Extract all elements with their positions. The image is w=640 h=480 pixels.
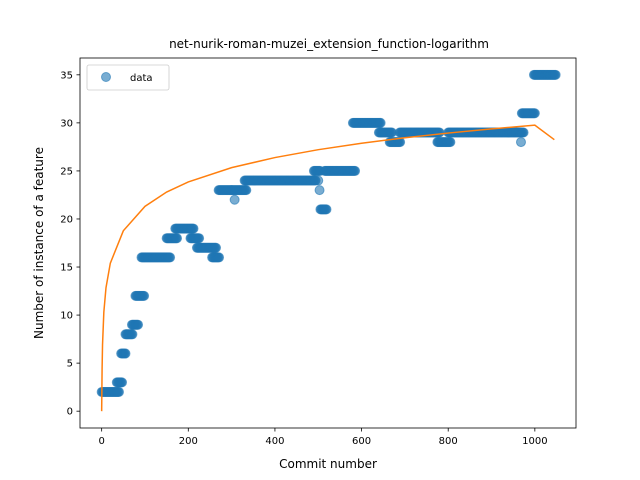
data-point — [434, 127, 445, 138]
data-point — [139, 290, 150, 301]
data-point — [113, 386, 124, 397]
data-point — [211, 242, 222, 253]
data-run-24 — [516, 108, 540, 119]
x-tick-label: 0 — [98, 436, 104, 447]
plot-area — [80, 58, 576, 428]
data-point — [172, 233, 183, 244]
legend-marker — [101, 72, 111, 82]
x-tick-label: 400 — [265, 436, 284, 447]
data-point — [127, 329, 138, 340]
data-point — [375, 117, 386, 128]
chart-title: net-nurik-roman-muzei_extension_function… — [169, 37, 489, 51]
data-run-13 — [226, 185, 252, 196]
data-point — [518, 127, 529, 138]
data-run-17 — [319, 165, 361, 176]
data-point — [117, 377, 128, 388]
data-run-16 — [315, 204, 332, 215]
data-run-18 — [347, 117, 386, 128]
y-axis: 0 5 10 15 20 25 30 35 — [60, 70, 80, 418]
data-point — [133, 319, 144, 330]
data-point — [321, 204, 332, 215]
x-tick-label: 1000 — [522, 436, 547, 447]
y-tick-label: 15 — [60, 263, 73, 274]
data-run-19 — [373, 127, 397, 138]
data-run-14 — [239, 175, 321, 186]
data-run-10 — [191, 242, 222, 253]
y-tick-label: 25 — [60, 166, 73, 177]
x-tick-label: 200 — [179, 436, 198, 447]
data-point — [515, 137, 526, 148]
data-point — [529, 108, 540, 119]
data-run-4 — [126, 319, 144, 330]
fit-line-layer — [100, 124, 555, 412]
y-tick-label: 0 — [67, 407, 73, 418]
y-tick-label: 30 — [60, 118, 73, 129]
y-tick-label: 5 — [67, 359, 73, 370]
x-axis: 0 200 400 600 800 1000 — [98, 428, 548, 447]
y-tick-label: 20 — [60, 214, 73, 225]
data-point — [241, 185, 252, 196]
data-run-0 — [96, 386, 124, 397]
data-point — [350, 165, 361, 176]
data-run-3 — [120, 329, 138, 340]
data-point — [445, 137, 456, 148]
data-run-25 — [528, 69, 561, 80]
data-point — [314, 185, 325, 196]
data-run-7 — [161, 233, 183, 244]
data-point — [229, 194, 240, 205]
data-point — [395, 137, 406, 148]
data-point — [165, 252, 176, 263]
x-tick-label: 600 — [352, 436, 371, 447]
data-run-22 — [432, 137, 456, 148]
data-run-6 — [136, 252, 176, 263]
data-run-9 — [185, 233, 205, 244]
data-point — [120, 348, 131, 359]
x-axis-label: Commit number — [279, 457, 377, 471]
data-run-1 — [111, 377, 128, 388]
legend-box — [86, 64, 170, 91]
y-axis-label: Number of instance of a feature — [32, 147, 46, 339]
data-run-11 — [207, 252, 225, 263]
y-tick-label: 10 — [60, 311, 73, 322]
data-point — [188, 223, 199, 234]
data-point — [194, 233, 205, 244]
legend: data — [86, 64, 170, 91]
fit-line — [100, 124, 555, 412]
plot-frame — [79, 57, 577, 429]
data-point — [313, 175, 324, 186]
data-point — [550, 69, 561, 80]
data-run-8 — [170, 223, 199, 234]
data-run-2 — [116, 348, 131, 359]
legend-label: data — [130, 73, 153, 84]
data-run-5 — [130, 290, 150, 301]
x-tick-label: 800 — [439, 436, 458, 447]
y-tick-label: 35 — [60, 70, 73, 81]
data-point — [214, 252, 225, 263]
